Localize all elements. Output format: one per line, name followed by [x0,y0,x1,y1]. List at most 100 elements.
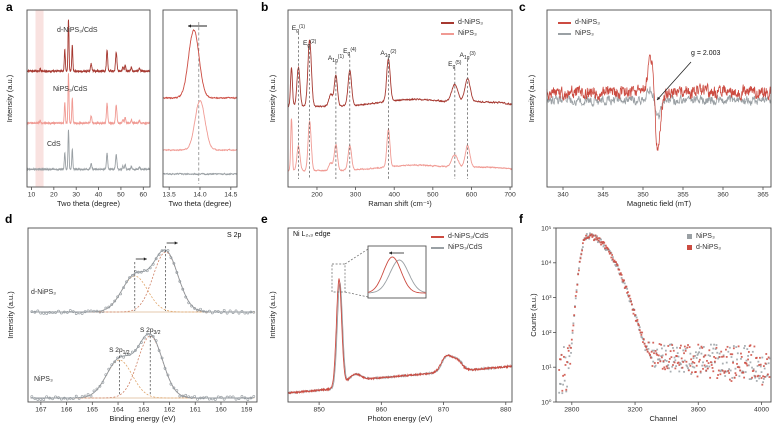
xps-data-point [77,396,81,400]
e-y-axis-label: Intensity (a.u.) [268,291,277,339]
counts-point [721,369,724,372]
xps-data-point [71,397,75,401]
xps-data-point [237,397,241,401]
xps-data-point [139,341,143,344]
counts-point [734,367,737,370]
xps-data-point [228,395,232,399]
xps-tick-label: 162 [164,407,176,414]
counts-point [581,249,583,252]
counts-point [721,355,723,358]
xps-data-point [128,276,131,280]
xps-data-point [187,301,191,305]
counts-point [707,362,710,364]
counts-point [621,278,624,281]
counts-point [730,356,733,358]
legend-item: NiPS₃ [558,28,600,39]
counts-point [663,366,666,369]
counts-point [672,349,675,352]
counts-point [702,367,704,370]
line-swatch-icon [441,32,454,35]
ni-edge-corner-label: Ni L₂,₃ edge [293,231,331,238]
xps-data-point [178,394,182,398]
counts-point [665,365,668,368]
counts-point [717,357,719,360]
counts-point [695,351,697,354]
counts-point [607,248,610,251]
counts-point [671,344,674,346]
counts-point [695,371,697,373]
counts-point [687,344,689,346]
xps-data-point [166,373,170,377]
counts-point [724,375,727,377]
counts-point [679,344,682,347]
counts-point [661,367,664,370]
xps-data-point [48,396,52,400]
counts-point [626,287,629,290]
counts-point [754,376,757,379]
counts-point [645,345,648,348]
legend-label: d-NiPS₃/CdS [448,233,489,240]
counts-point [698,351,700,354]
counts-point [668,357,671,360]
counts-point [764,362,767,365]
counts-point [653,365,656,368]
xps-data-point [205,395,208,399]
counts-point [660,355,663,357]
counts-point [708,349,711,352]
xps-fit-component [30,359,253,399]
raman-peak-label: A1g(1) [328,54,344,64]
counts-point [698,347,701,350]
counts-point [585,233,588,235]
counts-tick-label: 3600 [691,407,706,414]
counts-point [728,378,731,381]
counts-point [750,378,753,380]
xps-data-point [246,398,250,402]
xps-data-point [30,395,34,398]
counts-point [751,366,753,369]
xps-tick-label: 161 [190,407,202,414]
line-swatch-icon [558,21,571,24]
counts-tick-label: 10² [542,330,553,337]
counts-point [651,349,654,352]
xps-data-point [113,360,117,364]
counts-point [766,374,768,377]
counts-point [697,343,700,346]
xps-data-point [243,396,247,400]
counts-point [657,354,660,357]
xps-data-point [74,394,78,398]
counts-point [749,361,752,364]
counts-point [620,273,623,276]
counts-point [718,352,721,355]
zoom-tick-label: 13.5 [163,192,176,199]
counts-point [682,361,685,363]
counts-point [575,289,578,292]
counts-point [707,354,710,357]
counts-point [615,265,617,268]
xrd-curve-2 [26,129,151,172]
counts-point [666,367,669,370]
counts-point [672,364,674,366]
counts-point [581,248,583,251]
epr-tick-label: 340 [557,192,569,199]
counts-point [697,352,700,355]
xps-data-point [74,312,78,315]
counts-point [562,383,565,386]
counts-point [728,372,731,374]
xps-data-point [225,395,229,399]
counts-point [689,352,692,355]
xrd-tick-label: 50 [117,192,125,199]
counts-point [673,356,676,359]
xps-data-point [213,309,217,313]
xps-data-point [243,311,247,315]
raman-tick-label: 300 [350,192,362,199]
line-swatch-icon [558,32,571,35]
counts-point [706,365,708,367]
xps-data-point [54,311,57,314]
counts-point [570,346,572,349]
counts-point [685,364,688,367]
xps-data-point [139,270,143,274]
counts-point [691,361,694,363]
counts-point [609,251,612,254]
xps-data-point [225,311,229,315]
raman-peak-label: Eg(2) [303,39,317,49]
